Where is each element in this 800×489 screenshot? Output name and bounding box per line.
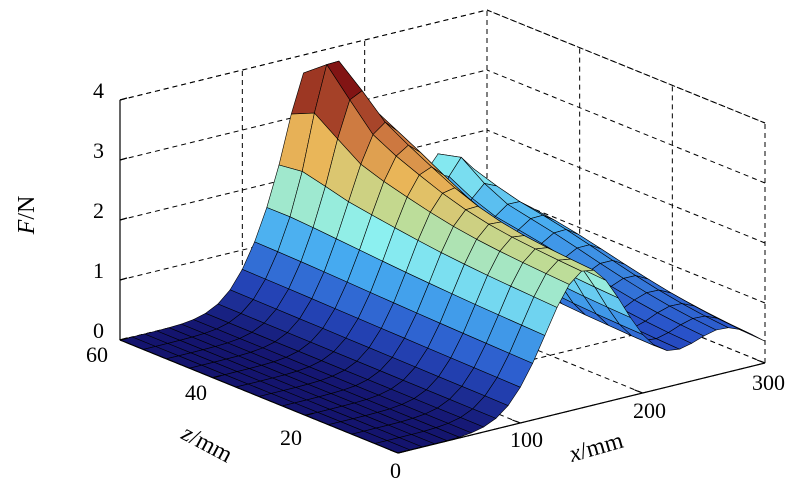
front-axes xyxy=(119,97,766,454)
x-tick-mark xyxy=(512,419,521,424)
x-axis-line xyxy=(397,362,766,454)
grid-line xyxy=(486,69,766,184)
z-axis-label: F/N xyxy=(14,196,40,236)
z-tick-label: 0 xyxy=(93,318,104,343)
y-tick-label: 60 xyxy=(86,342,108,367)
y-tick-mark xyxy=(119,337,129,341)
z-tick-label: 3 xyxy=(93,138,104,163)
z-tick-mark xyxy=(119,277,128,281)
x-tick-mark xyxy=(389,449,399,454)
x-axis-label: x/mm xyxy=(566,428,627,468)
z-tick-mark xyxy=(119,157,128,161)
y-tick-mark xyxy=(397,450,407,454)
y-axis-label: z/mm xyxy=(176,420,236,469)
y-tick-label: 40 xyxy=(185,380,207,405)
x-tick-label: 300 xyxy=(752,370,785,395)
y-tick-mark xyxy=(212,375,221,379)
x-axis-ticks: 100 200 300 xyxy=(510,370,785,452)
y-tick-label: 20 xyxy=(280,425,302,450)
x-tick-label: 100 xyxy=(510,427,543,452)
y-axis-line xyxy=(119,339,399,454)
z-tick-label: 2 xyxy=(93,198,104,223)
x-tick-mark xyxy=(756,359,766,364)
z-tick-label: 4 xyxy=(93,78,104,103)
x-tick-mark xyxy=(634,389,643,394)
y-axis-ticks: 0 20 40 60 xyxy=(86,342,401,483)
z-tick-label: 1 xyxy=(93,258,104,283)
z-tick-mark xyxy=(119,97,128,101)
y-tick-label: 0 xyxy=(390,458,401,483)
z-axis-ticks: 0 1 2 3 4 xyxy=(93,78,104,343)
x-tick-label: 200 xyxy=(633,398,666,423)
surface-mesh xyxy=(119,60,766,454)
y-tick-mark xyxy=(305,412,314,416)
grid-line xyxy=(486,9,766,124)
z-tick-mark xyxy=(119,217,128,221)
